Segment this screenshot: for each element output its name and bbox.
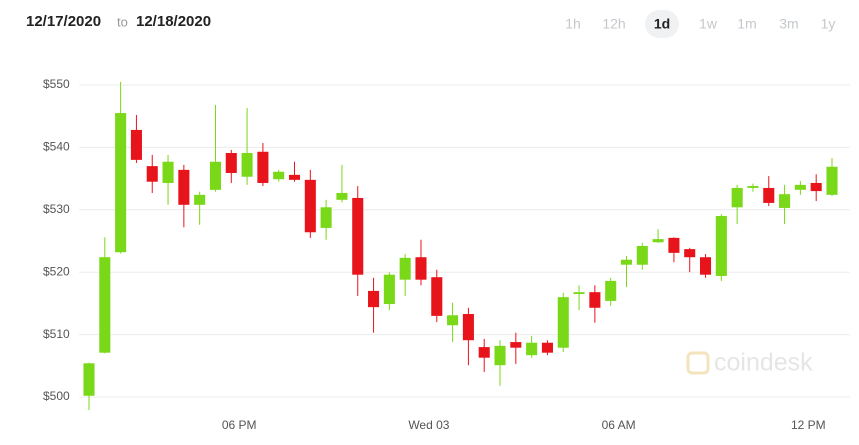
candle-body [557,297,569,348]
candle-body [83,363,95,396]
candle-body [209,161,222,190]
candle-body [225,153,237,173]
candle-body [526,342,538,356]
candle-body [620,259,633,265]
candle-body [684,249,696,258]
range-button[interactable]: 1h [565,16,581,32]
range-button[interactable]: 1y [821,16,836,32]
candle-body [288,174,301,180]
range-button[interactable]: 1w [699,16,718,32]
candle-body [320,207,332,228]
candle-body [794,184,806,190]
candle-body [589,292,601,308]
candle-body [336,192,348,200]
candle-body [415,257,427,280]
y-tick-label: $520 [43,264,70,278]
range-selected-bg [645,10,679,38]
x-tick-label: 06 AM [602,418,636,432]
candle-body [352,197,364,275]
watermark-icon [686,351,710,375]
date-to-word: to [117,14,128,29]
candle-body [368,290,380,308]
candle-body [462,314,474,341]
candle-body [510,342,522,348]
candle-body [541,342,553,353]
candle-body [747,186,759,188]
candle-body [715,216,727,276]
candle-body [605,280,617,301]
candle-body [636,245,648,265]
range-button[interactable]: 12h [602,16,625,32]
y-tick-label: $550 [43,77,70,91]
candle-body [826,166,838,195]
candle-body [194,194,206,205]
candle-body [146,166,158,182]
y-tick-label: $510 [43,327,70,341]
candle-body [573,292,585,295]
candle-body [779,194,791,208]
range-button[interactable]: 1d [654,16,670,32]
candle-body [99,257,111,353]
candle-body [383,274,395,305]
candle-body [257,151,269,183]
candle-body [130,129,142,160]
x-tick-label: 06 PM [222,418,257,432]
candle-body [399,257,411,280]
candle-body [178,169,190,205]
range-button[interactable]: 3m [779,16,798,32]
candle-body [668,237,680,253]
candle-body [162,161,174,183]
x-tick-label: Wed 03 [408,418,449,432]
candle-body [273,171,285,180]
candle-body [652,239,664,243]
candle-body [763,187,775,203]
candle-body [478,347,490,358]
candle-body [810,182,822,192]
candle-body [447,315,459,326]
y-tick-label: $500 [43,389,70,403]
y-tick-label: $540 [43,140,70,154]
candle-body [431,277,443,316]
candle-body [241,153,253,177]
candle-body [115,113,127,253]
date-from: 12/17/2020 [26,13,101,30]
candle-body [304,179,316,233]
y-tick-label: $530 [43,202,70,216]
candle-body [699,257,712,275]
watermark: coindesk [686,349,813,377]
candle-body [494,345,506,366]
range-button[interactable]: 1m [737,16,756,32]
watermark-text: coindesk [714,349,813,377]
date-to: 12/18/2020 [136,13,211,30]
candle-body [731,187,743,208]
x-tick-label: 12 PM [791,418,826,432]
